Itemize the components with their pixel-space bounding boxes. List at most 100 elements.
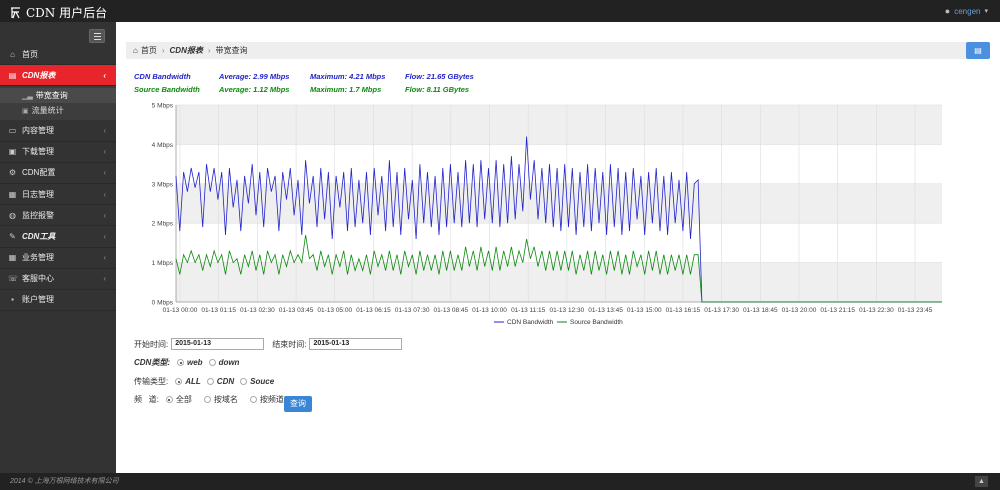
sidebar-item-cdn-report[interactable]: ▤ CDN报表 ‹: [0, 65, 116, 87]
x-tick-label: 01-13 10:00: [472, 307, 507, 314]
cdn-type-label: CDN类型:: [134, 358, 170, 367]
chevron-right-icon: ›: [161, 46, 165, 55]
y-tick-label: 1 Mbps: [152, 260, 174, 267]
list-icon: ▤: [974, 46, 982, 55]
chevron-left-icon: ‹: [103, 147, 106, 157]
sidebar-item-support[interactable]: ☏ 客服中心 ‹: [0, 269, 116, 290]
chevron-left-icon: ‹: [103, 125, 106, 135]
sidebar-subitem-traffic[interactable]: ▣ 流量统计: [0, 103, 116, 118]
image-icon: ▣: [22, 107, 29, 115]
transfer-cdn-radio[interactable]: [206, 378, 214, 385]
globe-icon: ◍: [9, 210, 16, 220]
sidebar-item-cdn-config[interactable]: ⚙ CDN配置 ‹: [0, 163, 116, 184]
channel-channel-radio[interactable]: [249, 396, 257, 403]
sidebar-item-business[interactable]: ▦ 业务管理 ‹: [0, 248, 116, 269]
cdn-maximum: Maximum: 4.21 Mbps: [310, 72, 386, 81]
cdn-type-web-radio[interactable]: [177, 359, 184, 366]
bar-icon: ▁▃: [22, 92, 33, 100]
chevron-left-icon: ‹: [103, 168, 106, 178]
username: cengen: [954, 6, 981, 16]
x-tick-label: 01-13 11:15: [511, 307, 546, 314]
transfer-source-radio[interactable]: [240, 378, 248, 385]
channel-all-label: 全部: [175, 395, 192, 404]
breadcrumb-home[interactable]: 首页: [140, 46, 157, 55]
x-tick-label: 01-13 22:30: [859, 307, 894, 314]
cdn-type-web-label: web: [187, 358, 203, 367]
chevron-left-icon: ‹: [103, 189, 106, 199]
x-tick-label: 01-13 16:15: [666, 307, 701, 314]
chart-icon: ▤: [8, 70, 17, 80]
sidebar-subitem-bandwidth[interactable]: ▁▃ 带宽查询: [0, 88, 116, 104]
top-bar: CDN 用户后台 ● cengen ▾: [0, 0, 1000, 22]
log-icon: ▦: [8, 189, 17, 199]
sidebar-item-cdn-tools[interactable]: ✎ CDN工具 ‹: [0, 226, 116, 248]
end-time-label: 结束时间:: [272, 339, 307, 349]
cdn-average: Average: 2.99 Mbps: [219, 72, 290, 81]
chevron-left-icon: ‹: [103, 274, 106, 284]
app-title: CDN 用户后台: [26, 6, 108, 20]
sidebar-item-label: 账户管理: [22, 295, 54, 305]
sidebar-item-content[interactable]: ▭ 内容管理 ‹: [0, 120, 116, 142]
sidebar-item-label: 内容管理: [22, 125, 54, 135]
sidebar-item-label: CDN报表: [22, 70, 56, 80]
x-tick-label: 01-13 08:45: [433, 307, 468, 314]
sidebar-item-account[interactable]: ▪ 账户管理: [0, 290, 116, 312]
sidebar-item-label: 监控报警: [22, 210, 54, 220]
sidebar-item-home[interactable]: ⌂ 首页: [0, 44, 116, 66]
user-menu[interactable]: ● cengen ▾: [945, 6, 988, 16]
user-icon: ▪: [11, 295, 14, 305]
sidebar-item-monitor[interactable]: ◍ 监控报警 ‹: [0, 205, 116, 227]
source-maximum: Maximum: 1.7 Mbps: [310, 85, 382, 94]
table-view-button[interactable]: ▤: [966, 42, 990, 59]
brand[interactable]: CDN 用户后台: [10, 4, 107, 21]
sidebar-item-label: 客服中心: [22, 274, 54, 284]
chart-band: [176, 105, 942, 145]
transfer-type-row: 传输类型: ALL CDN Souce: [134, 376, 276, 387]
sidebar-item-logs[interactable]: ▦ 日志管理 ‹: [0, 184, 116, 206]
x-tick-label: 01-13 05:00: [317, 307, 352, 314]
channel-label: 频 道:: [134, 395, 159, 404]
cdn-type-down-radio[interactable]: [208, 359, 216, 366]
scroll-top-button[interactable]: ▲: [975, 476, 988, 487]
transfer-type-label: 传输类型:: [134, 377, 169, 386]
transfer-all-radio[interactable]: [175, 378, 183, 385]
home-icon: ⌂: [10, 49, 15, 59]
x-tick-label: 01-13 18:45: [743, 307, 778, 314]
breadcrumb-level1[interactable]: CDN报表: [169, 46, 203, 55]
x-tick-label: 01-13 07:30: [395, 307, 430, 314]
x-tick-label: 01-13 06:15: [356, 307, 391, 314]
channel-all-radio[interactable]: [165, 396, 173, 403]
sidebar-subitem-label: 流量统计: [31, 106, 64, 116]
headset-icon: ☏: [8, 274, 19, 284]
sidebar-item-label: CDN配置: [22, 168, 56, 178]
footer: 2014 © 上海万根网络技术有限公司 ▲: [0, 473, 1000, 490]
query-button[interactable]: 查询: [284, 396, 312, 412]
grid-icon: ▦: [8, 253, 17, 263]
x-tick-label: 01-13 17:30: [704, 307, 739, 314]
y-tick-label: 3 Mbps: [152, 181, 174, 188]
sidebar-item-download[interactable]: ▣ 下载管理 ‹: [0, 142, 116, 163]
channel-domain-radio[interactable]: [203, 396, 211, 403]
chevron-right-icon: ›: [207, 46, 211, 55]
cdn-type-down-label: down: [218, 358, 240, 367]
chart-band: [176, 262, 942, 302]
y-tick-label: 5 Mbps: [152, 103, 174, 110]
chevron-down-icon: ▾: [984, 8, 988, 15]
cdn-name: CDN Bandwidth: [134, 72, 191, 81]
sidebar-item-label: 下载管理: [22, 147, 54, 157]
channel-channel-label: 按频道: [259, 395, 284, 404]
end-time-input[interactable]: 2015-01-13: [309, 338, 403, 350]
folder-icon: ▭: [8, 125, 17, 135]
start-time-label: 开始时间:: [134, 339, 169, 349]
y-tick-label: 4 Mbps: [152, 142, 174, 149]
x-tick-label: 01-13 20:00: [782, 307, 817, 314]
sidebar: ⌂ 首页 ▤ CDN报表 ‹ ▁▃ 带宽查询 ▣ 流量统计 ▭ 内容管理 ‹ ▣…: [0, 22, 116, 473]
copyright-text: 2014 © 上海万根网络技术有限公司: [10, 478, 119, 485]
chevron-left-icon: ‹: [103, 210, 106, 220]
sidebar-toggle-button[interactable]: [89, 29, 105, 43]
wrench-icon: ✎: [9, 231, 16, 241]
legend-label: CDN Bandwidth: [507, 319, 554, 326]
source-average: Average: 1.12 Mbps: [219, 85, 290, 94]
y-tick-label: 2 Mbps: [152, 221, 174, 228]
start-time-input[interactable]: 2015-01-13: [171, 338, 265, 350]
